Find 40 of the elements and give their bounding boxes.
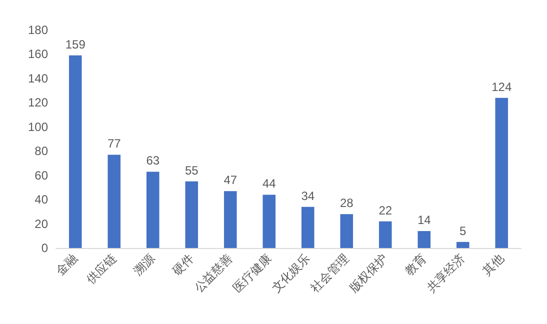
data-label: 44	[262, 176, 276, 191]
bar	[224, 191, 237, 248]
x-tick-label: 硬件	[170, 251, 197, 278]
x-tick-label: 溯源	[130, 251, 158, 278]
bar	[185, 181, 198, 248]
y-tick-label: 180	[28, 23, 48, 37]
bar	[418, 231, 431, 248]
bar	[340, 214, 354, 248]
x-tick-label: 其他	[480, 251, 507, 278]
data-label: 14	[417, 213, 432, 228]
data-label: 34	[301, 188, 315, 203]
y-tick-label: 100	[28, 120, 48, 134]
data-label: 22	[378, 203, 392, 218]
bar	[456, 242, 470, 248]
data-label: 55	[184, 163, 199, 178]
bar	[108, 154, 121, 248]
y-tick-label: 40	[34, 192, 48, 207]
x-tick-label: 教育	[402, 251, 430, 278]
data-label: 5	[460, 224, 467, 238]
y-tick-label: 80	[34, 144, 48, 158]
x-tick-label: 金融	[53, 251, 80, 278]
data-label: 63	[146, 154, 160, 168]
y-tick-label: 120	[28, 96, 48, 110]
bar	[146, 172, 160, 248]
y-tick-label: 160	[28, 47, 48, 62]
bar	[68, 55, 82, 248]
x-tick-label: 供应链	[84, 251, 120, 286]
bar	[495, 98, 508, 248]
y-tick-label: 0	[41, 241, 48, 255]
y-tick-label: 140	[28, 71, 48, 86]
bar	[301, 206, 314, 248]
data-label: 28	[340, 196, 354, 210]
bar	[262, 194, 276, 248]
y-tick-label: 60	[34, 168, 48, 182]
data-label: 159	[65, 37, 86, 52]
bar	[378, 221, 392, 248]
data-label: 47	[224, 173, 238, 188]
data-label: 77	[107, 136, 122, 151]
data-label: 124	[492, 80, 512, 94]
y-tick-label: 20	[34, 216, 48, 231]
